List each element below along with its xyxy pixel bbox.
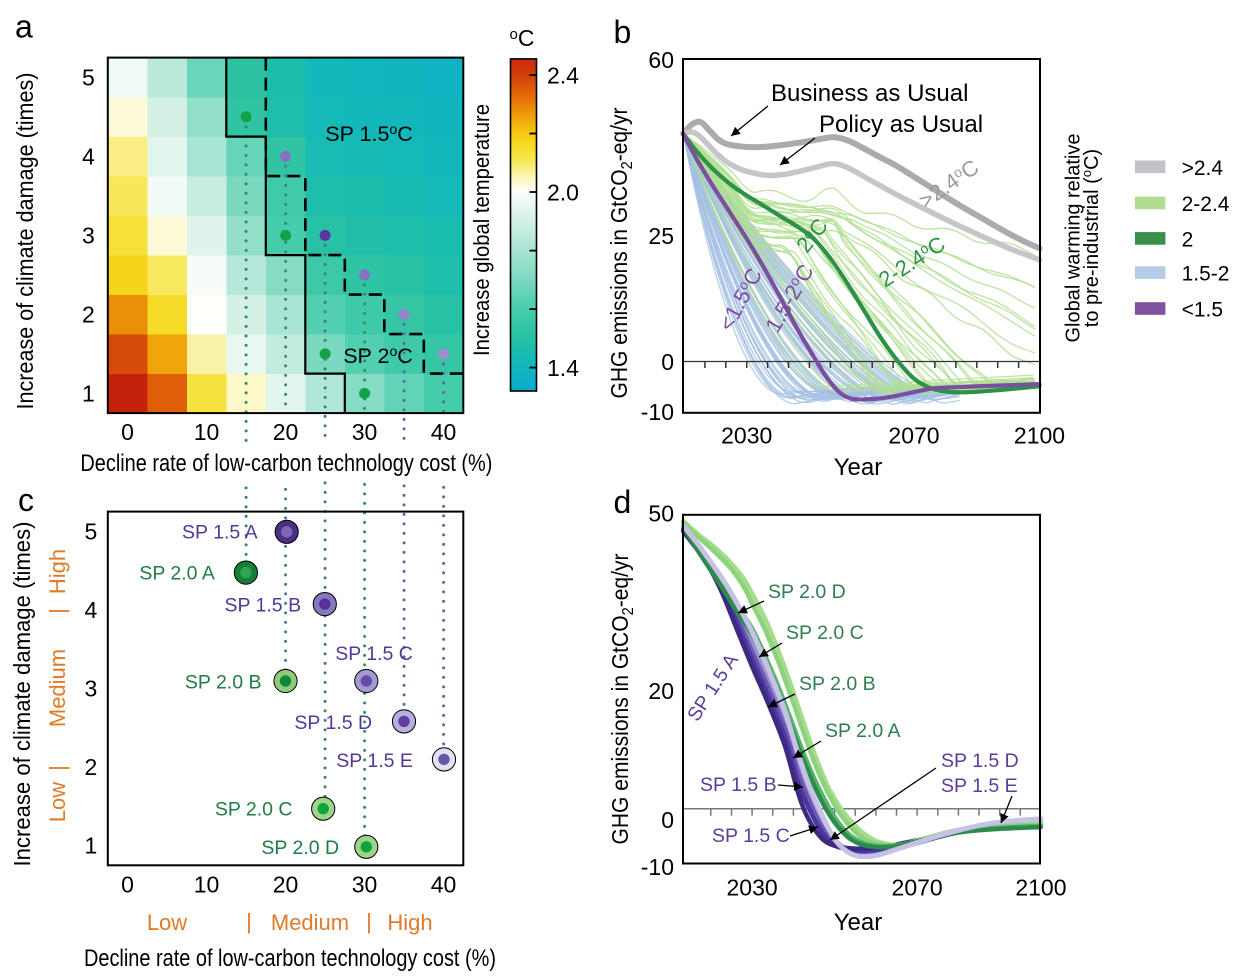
svg-text:Year: Year — [834, 909, 883, 936]
svg-text:0: 0 — [121, 419, 134, 445]
svg-text:20: 20 — [648, 678, 674, 704]
svg-text:SP 2.0 D: SP 2.0 D — [261, 837, 339, 859]
svg-text:2.0: 2.0 — [547, 179, 579, 205]
svg-text:-10: -10 — [641, 399, 674, 425]
svg-text:SP 2oC: SP 2oC — [343, 343, 413, 368]
svg-text:Global warming relative: Global warming relative — [1063, 134, 1085, 343]
svg-text:|: | — [45, 765, 70, 771]
svg-text:Year: Year — [834, 454, 883, 481]
svg-text:SP 1.5 D: SP 1.5 D — [294, 712, 372, 734]
svg-text:0: 0 — [121, 871, 134, 897]
svg-text:SP 1.5oC: SP 1.5oC — [325, 121, 412, 146]
svg-text:25: 25 — [648, 223, 674, 249]
svg-text:|: | — [366, 909, 372, 934]
svg-text:SP 2.0 A: SP 2.0 A — [825, 720, 901, 742]
svg-text:4: 4 — [82, 143, 95, 169]
svg-text:2100: 2100 — [1015, 875, 1066, 901]
svg-text:a: a — [15, 9, 33, 45]
svg-text:Low: Low — [147, 910, 187, 935]
svg-text:1: 1 — [82, 380, 95, 406]
svg-text:3: 3 — [85, 675, 98, 701]
svg-text:1: 1 — [85, 833, 98, 859]
svg-text:SP 2.0 B: SP 2.0 B — [185, 671, 262, 693]
svg-text:Medium: Medium — [271, 910, 349, 935]
svg-text:2030: 2030 — [721, 422, 772, 448]
svg-text:40: 40 — [431, 871, 457, 897]
svg-text:GHG emissions in GtCO2-eq/yr: GHG emissions in GtCO2-eq/yr — [607, 553, 637, 844]
svg-text:30: 30 — [352, 871, 378, 897]
svg-text:High: High — [387, 910, 432, 935]
svg-text:1.5-2: 1.5-2 — [1182, 263, 1230, 286]
svg-text:Increase of climate damage (ti: Increase of climate damage (times) — [9, 522, 35, 867]
svg-text:SP 2.0 C: SP 2.0 C — [215, 799, 293, 821]
svg-text:Decline rate of low-carbon tec: Decline rate of low-carbon technology co… — [84, 945, 496, 972]
svg-text:2030: 2030 — [727, 875, 778, 901]
svg-text:20: 20 — [273, 871, 299, 897]
svg-text:d: d — [614, 484, 632, 520]
svg-text:5: 5 — [82, 64, 95, 90]
svg-text:50: 50 — [648, 500, 674, 526]
svg-text:4: 4 — [85, 597, 98, 623]
svg-text:2: 2 — [85, 754, 98, 780]
svg-text:SP 1.5 B: SP 1.5 B — [224, 594, 301, 616]
svg-text:-10: -10 — [641, 854, 674, 880]
svg-text:Decline rate of low-carbon tec: Decline rate of low-carbon technology co… — [80, 450, 492, 477]
svg-text:30: 30 — [352, 419, 378, 445]
svg-text:Business as Usual: Business as Usual — [771, 80, 968, 107]
svg-text:to pre-industrial (oC): to pre-industrial (oC) — [1079, 149, 1103, 327]
svg-text:Medium: Medium — [45, 649, 70, 727]
svg-text:>2.4: >2.4 — [1182, 157, 1224, 180]
svg-text:0: 0 — [661, 349, 674, 375]
svg-text:|: | — [45, 608, 70, 614]
svg-text:<1.5: <1.5 — [1182, 299, 1223, 322]
svg-text:2: 2 — [82, 301, 95, 327]
svg-text:Low: Low — [45, 782, 70, 822]
svg-text:SP 2.0 A: SP 2.0 A — [139, 563, 215, 585]
svg-text:2-2.4: 2-2.4 — [1182, 193, 1230, 216]
svg-text:SP 1.5 A: SP 1.5 A — [182, 521, 258, 543]
svg-text:60: 60 — [648, 47, 674, 73]
svg-text:b: b — [614, 14, 632, 50]
svg-text:10: 10 — [194, 871, 220, 897]
svg-text:Increase global temperature: Increase global temperature — [469, 104, 494, 356]
svg-text:40: 40 — [431, 419, 457, 445]
svg-text:c: c — [18, 482, 34, 518]
svg-text:0: 0 — [661, 807, 674, 833]
svg-text:5: 5 — [85, 518, 98, 544]
svg-text:SP 1.5 E: SP 1.5 E — [336, 750, 413, 772]
svg-text:SP 2.0 C: SP 2.0 C — [786, 622, 864, 644]
svg-text:High: High — [45, 549, 70, 594]
svg-text:1.4: 1.4 — [547, 355, 579, 381]
svg-text:GHG emissions in GtCO2-eq/yr: GHG emissions in GtCO2-eq/yr — [606, 107, 636, 398]
svg-text:10: 10 — [194, 419, 220, 445]
svg-text:SP 1.5 C: SP 1.5 C — [335, 643, 413, 665]
svg-text:20: 20 — [273, 419, 299, 445]
svg-text:3: 3 — [82, 222, 95, 248]
svg-text:Policy as Usual: Policy as Usual — [819, 111, 983, 138]
svg-text:Increase of climate damage (ti: Increase of climate damage (times) — [12, 73, 38, 410]
svg-text:SP 1.5 B: SP 1.5 B — [700, 774, 777, 796]
svg-text:SP 2.0 D: SP 2.0 D — [768, 581, 846, 603]
svg-text:SP 1.5 E: SP 1.5 E — [941, 775, 1018, 797]
svg-text:SP 1.5 D: SP 1.5 D — [941, 750, 1019, 772]
svg-text:2100: 2100 — [1014, 422, 1065, 448]
svg-text:2.4: 2.4 — [547, 62, 579, 88]
svg-text:|: | — [246, 909, 252, 934]
svg-text:SP 1.5 C: SP 1.5 C — [712, 825, 790, 847]
svg-text:2070: 2070 — [892, 875, 943, 901]
svg-text:2070: 2070 — [888, 422, 939, 448]
svg-text:SP 2.0 B: SP 2.0 B — [799, 673, 876, 695]
svg-text:2: 2 — [1182, 228, 1194, 251]
svg-text:oC: oC — [510, 25, 535, 51]
